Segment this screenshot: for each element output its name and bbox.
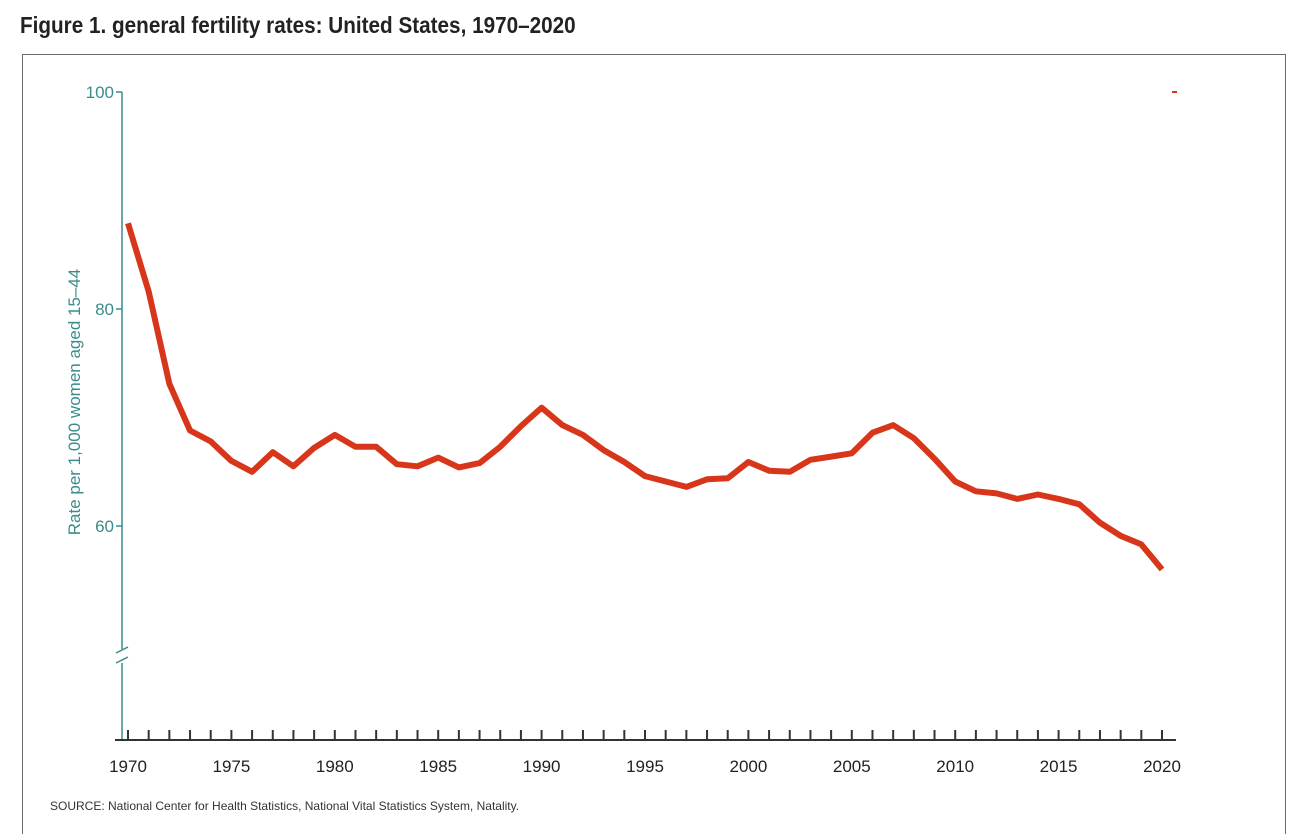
x-tick-label: 2005 <box>833 757 871 776</box>
data-point <box>250 469 255 474</box>
data-point <box>229 458 234 463</box>
y-tick-label: 100 <box>86 83 114 102</box>
chart-frame <box>22 54 1286 834</box>
data-point <box>498 444 503 449</box>
data-point <box>1035 492 1040 497</box>
x-tick-label: 1995 <box>626 757 664 776</box>
data-point <box>1118 533 1123 538</box>
data-point <box>808 457 813 462</box>
data-point <box>932 456 937 461</box>
data-point <box>1139 542 1144 547</box>
x-tick-label: 1985 <box>419 757 457 776</box>
data-point <box>580 432 585 437</box>
data-point <box>1056 496 1061 501</box>
data-point <box>374 444 379 449</box>
data-point <box>332 432 337 437</box>
data-point <box>891 423 896 428</box>
data-point <box>270 450 275 455</box>
data-point <box>126 221 131 226</box>
data-point <box>415 464 420 469</box>
data-point <box>167 381 172 386</box>
data-point <box>1077 502 1082 507</box>
y-axis-label: Rate per 1,000 women aged 15–44 <box>65 269 84 536</box>
data-point <box>188 428 193 433</box>
x-tick-label: 1980 <box>316 757 354 776</box>
y-axis-break-mark <box>115 656 129 664</box>
data-point <box>436 455 441 460</box>
data-point <box>1097 520 1102 525</box>
series-line <box>125 222 1165 572</box>
x-tick-label: 2000 <box>729 757 767 776</box>
data-point <box>353 444 358 449</box>
data-point <box>1015 496 1020 501</box>
data-point <box>684 484 689 489</box>
x-tick-label: 2010 <box>936 757 974 776</box>
data-point <box>208 439 213 444</box>
data-point <box>911 436 916 441</box>
data-point <box>953 479 958 484</box>
data-point <box>746 459 751 464</box>
x-tick-label: 1990 <box>523 757 561 776</box>
source-note: SOURCE: National Center for Health Stati… <box>50 799 520 813</box>
y-tick-label: 60 <box>95 517 114 536</box>
data-point <box>1160 567 1165 572</box>
data-point <box>456 465 461 470</box>
y-axis-break-mark <box>115 646 129 654</box>
data-point <box>312 445 317 450</box>
figure-title: Figure 1. general fertility rates: Unite… <box>20 12 576 38</box>
data-point <box>518 424 523 429</box>
data-point <box>622 459 627 464</box>
data-point <box>725 476 730 481</box>
data-point <box>539 405 544 410</box>
data-point <box>601 448 606 453</box>
data-point <box>849 451 854 456</box>
data-point <box>146 289 151 294</box>
data-point <box>394 462 399 467</box>
data-point <box>870 430 875 435</box>
data-point <box>560 423 565 428</box>
data-point <box>829 454 834 459</box>
x-tick-label: 2020 <box>1143 757 1181 776</box>
x-tick-label: 1970 <box>109 757 147 776</box>
data-point <box>643 474 648 479</box>
x-tick-label: 2015 <box>1040 757 1078 776</box>
data-point <box>767 468 772 473</box>
data-point <box>705 477 710 482</box>
data-point <box>787 469 792 474</box>
x-tick-label: 1975 <box>212 757 250 776</box>
data-point <box>663 479 668 484</box>
data-point <box>291 464 296 469</box>
data-point <box>477 461 482 466</box>
data-point <box>973 489 978 494</box>
y-tick-label: 80 <box>95 300 114 319</box>
data-point <box>994 491 999 496</box>
